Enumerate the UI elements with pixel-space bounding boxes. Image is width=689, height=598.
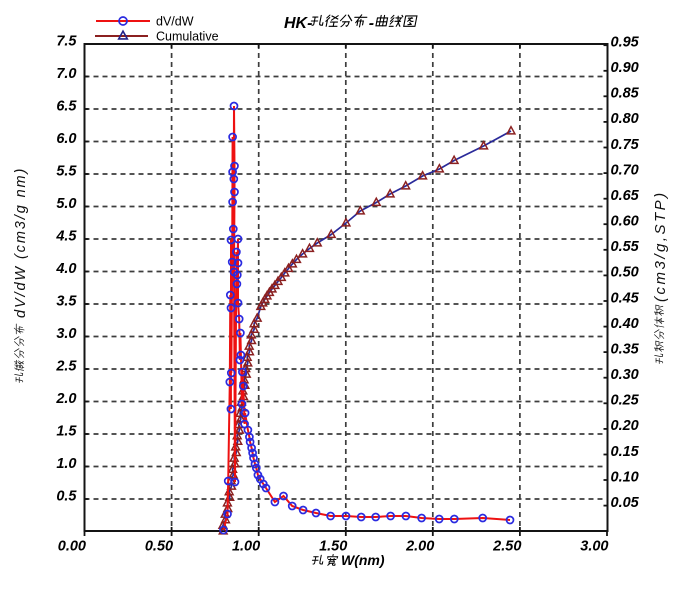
svg-text:7.5: 7.5 (56, 33, 77, 49)
svg-text:2.5: 2.5 (55, 358, 77, 374)
svg-text:0.35: 0.35 (611, 341, 640, 357)
svg-text:1.0: 1.0 (56, 456, 76, 472)
svg-text:0.00: 0.00 (58, 539, 86, 555)
svg-text:0.40: 0.40 (611, 316, 639, 332)
svg-text:(cm3/g,STP): (cm3/g,STP) (652, 190, 669, 302)
svg-text:6.0: 6.0 (56, 131, 76, 147)
svg-text:0.25: 0.25 (611, 393, 640, 409)
svg-text:4.0: 4.0 (55, 261, 76, 277)
svg-text:0.60: 0.60 (611, 214, 639, 230)
svg-text:5.0: 5.0 (56, 196, 76, 212)
svg-text:dV/dW: dV/dW (156, 15, 194, 29)
svg-text:2.0: 2.0 (55, 391, 76, 407)
svg-text:0.5: 0.5 (56, 488, 77, 504)
svg-text:0.75: 0.75 (611, 137, 640, 153)
svg-text:1.50: 1.50 (319, 539, 347, 555)
svg-text:0.45: 0.45 (611, 290, 640, 306)
svg-text:2.50: 2.50 (492, 539, 521, 555)
svg-text:0.30: 0.30 (611, 367, 639, 383)
svg-text:HK-: HK- (284, 15, 312, 32)
svg-text:3.0: 3.0 (56, 326, 76, 342)
svg-text:0.85: 0.85 (611, 86, 640, 102)
svg-text:0.50: 0.50 (145, 539, 173, 555)
svg-text:0.05: 0.05 (611, 495, 640, 511)
svg-text:0.70: 0.70 (611, 162, 639, 178)
svg-text:5.5: 5.5 (56, 163, 77, 179)
svg-text:7.0: 7.0 (56, 66, 76, 82)
svg-text:0.65: 0.65 (611, 188, 640, 204)
svg-text:2.00: 2.00 (405, 539, 434, 555)
svg-text:6.5: 6.5 (56, 98, 77, 114)
svg-text:0.50: 0.50 (611, 265, 639, 281)
svg-text:3.5: 3.5 (56, 293, 77, 309)
svg-text:0.15: 0.15 (611, 444, 640, 460)
svg-text:1.5: 1.5 (56, 423, 77, 439)
svg-text:3.00: 3.00 (580, 539, 608, 555)
svg-text:dV/dW (cm3/g nm): dV/dW (cm3/g nm) (13, 167, 29, 318)
svg-text:0.80: 0.80 (611, 111, 639, 127)
svg-text:W(nm): W(nm) (341, 552, 385, 568)
svg-text:0.55: 0.55 (611, 239, 640, 255)
svg-text:1.00: 1.00 (232, 539, 260, 555)
svg-text:Cumulative: Cumulative (156, 30, 219, 44)
svg-text:-: - (369, 15, 374, 32)
svg-text:4.5: 4.5 (55, 228, 77, 244)
svg-text:0.10: 0.10 (611, 469, 639, 485)
svg-text:0.20: 0.20 (611, 418, 639, 434)
svg-text:0.90: 0.90 (611, 60, 639, 76)
svg-text:0.95: 0.95 (611, 35, 640, 51)
